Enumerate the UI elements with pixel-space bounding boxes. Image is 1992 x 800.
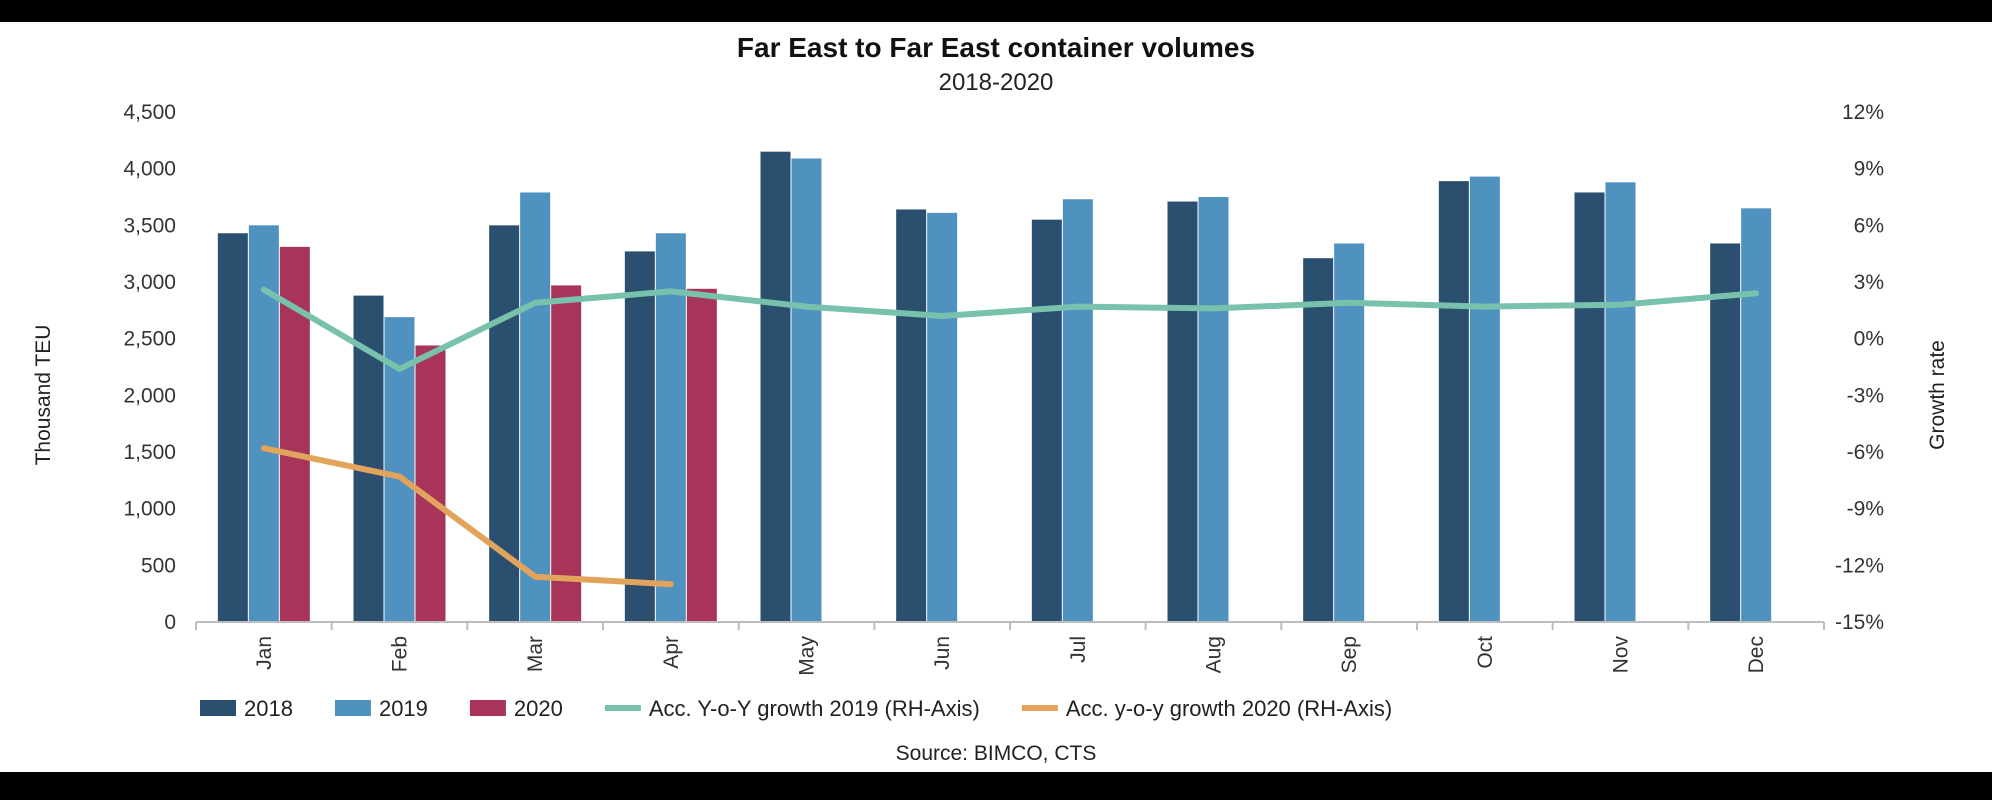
y-tick-label: 2,500 xyxy=(123,328,176,351)
x-tick-label: Sep xyxy=(1338,636,1361,673)
bar-2020-Apr xyxy=(686,288,717,622)
plot-area: 0 500 1,000 1,500 2,000 2,500 3,000 3,500 4,000 4… xyxy=(123,101,1884,676)
y2-tick-label: 0% xyxy=(1854,328,1884,351)
legend-label: 2019 xyxy=(379,696,428,721)
x-tick-label: Jul xyxy=(1067,636,1090,663)
bottom-frame-bar xyxy=(0,772,1992,800)
x-tick-label: Nov xyxy=(1610,636,1633,674)
legend-label: Acc. y-o-y growth 2020 (RH-Axis) xyxy=(1066,696,1392,721)
bar-2018-Jul xyxy=(1031,219,1062,622)
x-tick-label: Feb xyxy=(389,636,412,672)
y-axis-label: Thousand TEU xyxy=(32,325,55,466)
y2-tick-label: 12% xyxy=(1842,101,1884,124)
x-tick-label: Apr xyxy=(660,636,683,669)
bar-2019-May xyxy=(791,158,822,622)
bar-2019-Apr xyxy=(655,233,686,622)
y2-tick-label: -6% xyxy=(1847,441,1884,464)
y2-tick-label: -9% xyxy=(1847,498,1884,521)
legend-label: Acc. Y-o-Y growth 2019 (RH-Axis) xyxy=(649,696,980,721)
legend-item: 2018 xyxy=(200,696,293,721)
bar-2019-Oct xyxy=(1469,176,1500,622)
legend-label: 2020 xyxy=(514,696,563,721)
y2-axis-label: Growth rate xyxy=(1926,340,1949,450)
y-tick-label: 500 xyxy=(141,554,176,577)
y-tick-label: 2,000 xyxy=(123,384,176,407)
y2-tick-label: 3% xyxy=(1854,271,1884,294)
bar-2019-Nov xyxy=(1605,182,1636,622)
y-tick-label: 4,000 xyxy=(123,158,176,181)
bar-2020-Mar xyxy=(551,285,582,622)
bar-2019-Jan xyxy=(248,225,279,623)
bar-2018-Dec xyxy=(1710,243,1741,622)
bar-2018-Oct xyxy=(1438,181,1469,622)
bar-2018-Jun xyxy=(896,209,927,622)
bar-2020-Feb xyxy=(415,345,446,622)
y-tick-label: 1,000 xyxy=(123,498,176,521)
bar-2018-Aug xyxy=(1167,201,1198,623)
bar-2018-Apr xyxy=(624,251,655,622)
y2-tick-label: -3% xyxy=(1847,384,1884,407)
bar-2019-Mar xyxy=(520,192,551,622)
legend-swatch xyxy=(334,700,371,716)
bar-2019-Jul xyxy=(1062,199,1093,622)
top-frame-bar xyxy=(0,0,1992,22)
bar-2018-May xyxy=(760,151,791,622)
y-tick-label: 3,500 xyxy=(123,214,176,237)
y2-tick-label: -12% xyxy=(1835,554,1884,577)
legend-item: Acc. y-o-y growth 2020 (RH-Axis) xyxy=(1021,696,1392,721)
x-tick-label: Dec xyxy=(1745,636,1768,673)
x-tick-label: Jan xyxy=(253,636,276,670)
line-series-Acc. y-o-y growth 2020 (RH-Axis) xyxy=(260,445,674,588)
line-series-Acc. Y-o-Y growth 2019 (RH-Axis) xyxy=(260,286,1760,372)
chart-subtitle: 2018-2020 xyxy=(939,69,1054,96)
source-note: Source: BIMCO, CTS xyxy=(896,742,1097,765)
bar-2018-Nov xyxy=(1574,192,1605,622)
legend: 2018 2019 2020 Acc. Y-o-Y growth 2019 (RH-A… xyxy=(200,696,1392,721)
bar-2018-Jan xyxy=(217,233,248,622)
y2-tick-label: -15% xyxy=(1835,611,1884,634)
y2-tick-label: 6% xyxy=(1854,214,1884,237)
x-tick-label: Mar xyxy=(524,636,547,672)
chart-title: Far East to Far East container volumes xyxy=(737,32,1255,63)
x-tick-label: Jun xyxy=(931,636,954,670)
legend-swatch xyxy=(200,700,236,716)
x-tick-label: Oct xyxy=(1474,636,1497,669)
bar-2019-Aug xyxy=(1198,197,1229,622)
legend-item: 2019 xyxy=(334,696,428,721)
legend-swatch xyxy=(469,700,506,716)
legend-item: Acc. Y-o-Y growth 2019 (RH-Axis) xyxy=(604,696,980,721)
y-tick-label: 1,500 xyxy=(123,441,176,464)
y2-tick-label: 9% xyxy=(1854,158,1884,181)
legend-item: 2020 xyxy=(469,696,563,721)
bar-2018-Sep xyxy=(1303,258,1334,622)
legend-label: 2018 xyxy=(244,696,293,721)
bar-2019-Jun xyxy=(927,212,958,622)
bar-2019-Dec xyxy=(1741,208,1772,623)
bar-2019-Sep xyxy=(1334,243,1365,622)
x-tick-label: May xyxy=(796,636,819,676)
y-tick-label: 0 xyxy=(164,611,176,634)
y-tick-label: 3,000 xyxy=(123,271,176,294)
x-tick-label: Aug xyxy=(1203,636,1226,673)
y-tick-label: 4,500 xyxy=(123,101,176,124)
